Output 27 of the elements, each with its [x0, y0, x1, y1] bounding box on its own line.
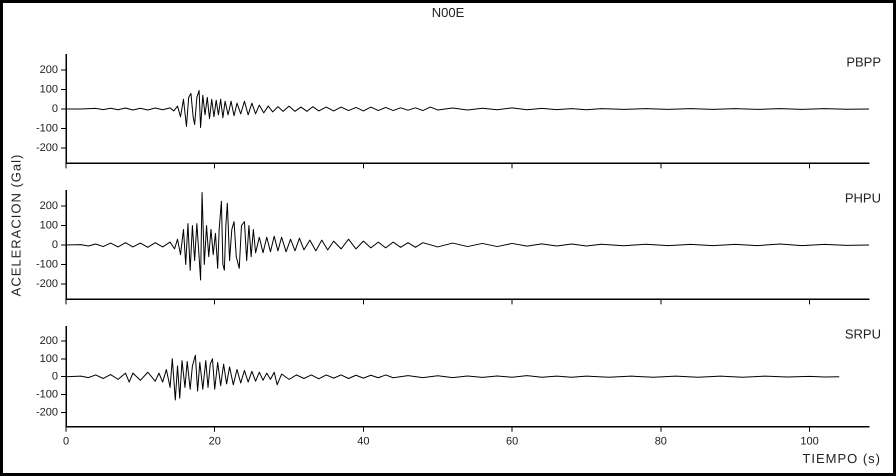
y-tick-label: 100: [40, 220, 58, 232]
y-tick-label: 0: [52, 370, 58, 383]
y-tick-label: -100: [36, 388, 58, 401]
y-tick-label: 100: [40, 84, 58, 96]
x-axis-title: TIEMPO (s): [802, 451, 881, 466]
y-tick-label: 200: [40, 200, 58, 212]
text: PBPP: [846, 54, 881, 70]
text: PHPU: [844, 190, 881, 206]
y-tick-label: 200: [40, 64, 58, 76]
y-tick-label: 0: [52, 239, 58, 252]
x-tick-label: 40: [357, 435, 370, 448]
x-tick-label: 60: [506, 435, 518, 448]
x-tick-label: 80: [654, 435, 667, 448]
x-tick-label: 100: [800, 435, 819, 448]
y-tick-label: 200: [40, 334, 58, 347]
chart-title: N00E: [430, 5, 466, 20]
y-tick-label: -200: [36, 278, 58, 290]
y-axis-title: ACELERACION (Gal): [8, 154, 24, 296]
y-tick-label: -200: [36, 142, 58, 154]
y-tick-label: 0: [52, 103, 58, 116]
y-tick-label: -200: [36, 406, 58, 419]
text: SRPU: [844, 326, 881, 342]
y-tick-label: -100: [36, 122, 58, 134]
y-tick-label: -100: [36, 258, 58, 270]
y-tick-label: 100: [40, 352, 58, 365]
x-tick-label: 20: [208, 435, 221, 448]
x-tick-label: 0: [62, 435, 70, 448]
